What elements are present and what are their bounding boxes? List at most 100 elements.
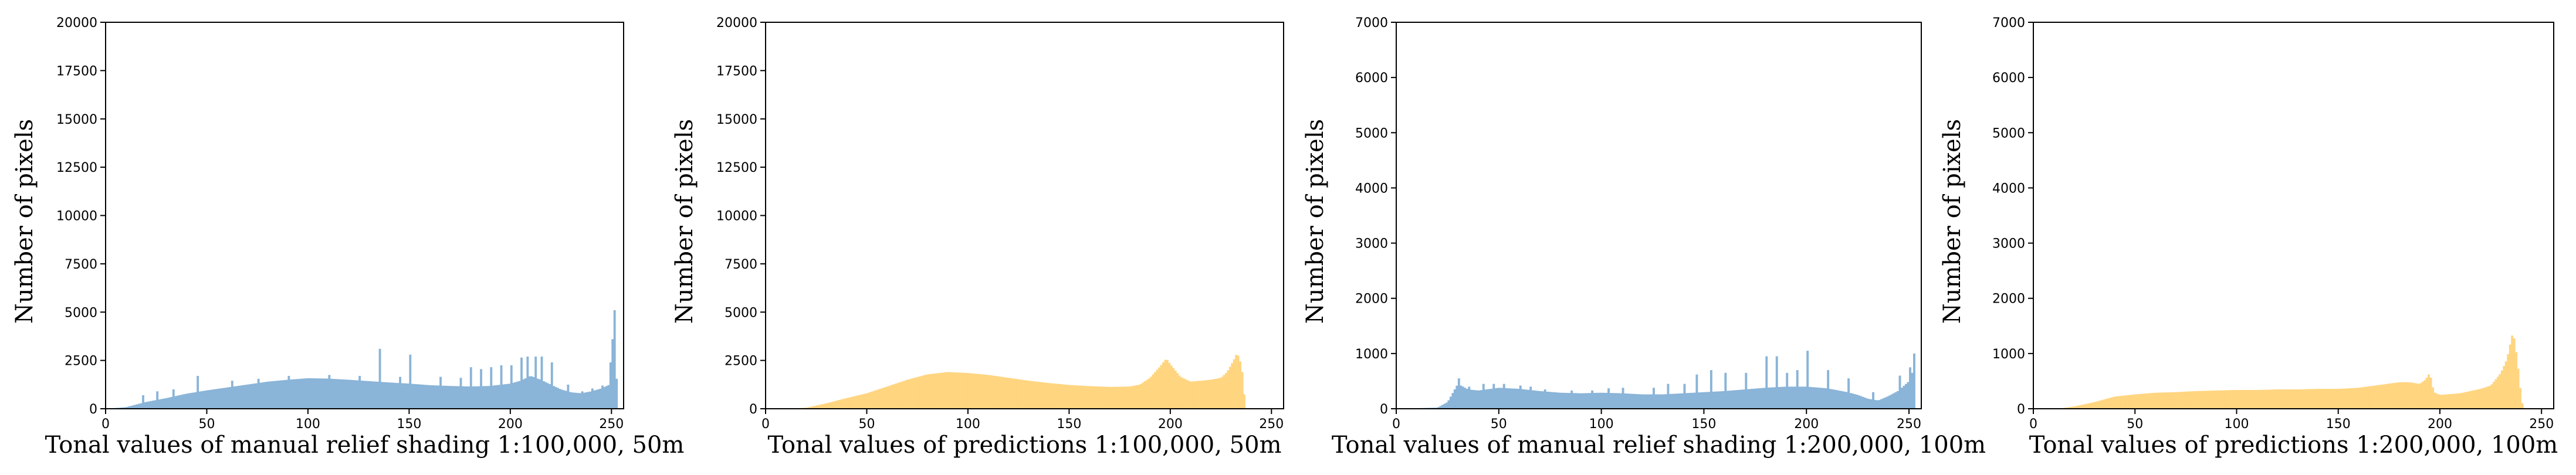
histogram-bar [2356, 388, 2359, 409]
histogram-bar [927, 374, 930, 409]
histogram-bar [1156, 369, 1159, 409]
histogram-bar [140, 403, 143, 409]
histogram-bar [2120, 395, 2123, 409]
histogram-bar [1449, 396, 1452, 409]
histogram-bar [1217, 378, 1220, 409]
histogram-bar [476, 386, 479, 409]
histogram-bar [881, 388, 884, 409]
histogram-bar [558, 389, 561, 409]
histogram-bar [865, 393, 867, 409]
histogram-bar [334, 379, 337, 409]
histogram-bar [496, 385, 499, 409]
histogram-bar [1716, 391, 1719, 409]
histogram-bar [197, 375, 199, 409]
histogram-bar [952, 372, 954, 409]
histogram-bar [251, 384, 254, 409]
histogram-bar [1517, 389, 1520, 409]
histogram-bar [1548, 392, 1551, 409]
histogram-bar [285, 379, 288, 409]
histogram-bar [2141, 393, 2144, 409]
histogram-bar [1144, 381, 1146, 409]
histogram-bar [2161, 392, 2164, 409]
histogram-bar [1613, 393, 1616, 409]
histogram-bar [1445, 402, 1448, 409]
histogram-bar [2094, 402, 2097, 409]
histogram-bar [1741, 389, 1744, 409]
histogram-bar [433, 385, 436, 409]
histogram-bar [1745, 372, 1748, 409]
plot-frame [1396, 22, 1922, 409]
histogram-bar [192, 392, 195, 409]
histogram-bar [1221, 376, 1223, 409]
histogram-bar [1841, 391, 1844, 409]
histogram-bar [591, 388, 594, 409]
histogram-bar [395, 382, 398, 409]
histogram-bar [956, 372, 959, 409]
histogram-bar [1223, 375, 1226, 409]
histogram-bar [245, 385, 248, 409]
histogram-bar [1546, 391, 1549, 409]
histogram-bar [247, 384, 250, 409]
histogram-bar [1749, 389, 1752, 409]
histogram-bar [1158, 367, 1160, 409]
x-tick-label: 200 [498, 417, 523, 432]
histogram-bar [1231, 363, 1234, 409]
histogram-bar [1055, 384, 1058, 409]
histogram-bar [283, 380, 286, 409]
histogram-bar [231, 381, 233, 409]
histogram-bar [2480, 388, 2483, 409]
histogram-bar [1048, 383, 1051, 409]
histogram-bar [2210, 391, 2213, 409]
histogram-bar [384, 382, 387, 409]
histogram-bar [1028, 381, 1031, 409]
histogram-bar [1742, 389, 1745, 409]
histogram-bar [1071, 385, 1074, 409]
histogram-bar [1753, 388, 1756, 409]
histogram-bar [1708, 392, 1711, 409]
histogram-bar [2371, 386, 2374, 409]
histogram-bar [866, 393, 869, 409]
histogram-bar [1572, 393, 1575, 409]
histogram-bar [162, 398, 165, 409]
histogram-bar [879, 389, 882, 409]
histogram-bar [2257, 389, 2259, 409]
histogram-bar [469, 367, 472, 409]
histogram-bar [269, 381, 272, 409]
histogram-bar [1073, 385, 1076, 409]
histogram-bar [561, 389, 563, 409]
histogram-bar [2076, 406, 2079, 409]
histogram-bar [1091, 386, 1094, 409]
histogram-bar [1893, 393, 1895, 409]
histogram-bar [2283, 389, 2286, 409]
histogram-bar [1663, 394, 1666, 409]
histogram-bar [2236, 389, 2239, 409]
histogram-bar [1876, 400, 1878, 409]
histogram-bar [413, 384, 416, 409]
histogram-bar [899, 382, 902, 409]
histogram-bar [1851, 393, 1854, 409]
histogram-bar [2240, 389, 2243, 409]
histogram-bar [243, 385, 246, 409]
histogram-bar [1210, 379, 1213, 409]
histogram-bar [901, 381, 903, 409]
histogram-bar [909, 379, 912, 409]
histogram-bar [455, 386, 458, 409]
histogram-bar [1476, 390, 1479, 409]
histogram-bar [2397, 382, 2400, 409]
histogram-bar [1492, 384, 1495, 409]
histogram-bar [994, 376, 997, 409]
histogram-bar [1853, 394, 1856, 409]
histogram-bar [279, 380, 282, 409]
histogram-bar [265, 382, 268, 409]
histogram-bar [142, 395, 144, 409]
histogram-bar [852, 396, 855, 409]
histogram-bar [536, 378, 539, 409]
histogram-bar [373, 381, 375, 409]
histogram-bar [1018, 379, 1021, 409]
histogram-bar [2421, 381, 2424, 409]
histogram-bar [2145, 393, 2148, 409]
histogram-bar [1599, 392, 1602, 409]
histogram-bar [1478, 390, 1481, 409]
histogram-bar [2118, 396, 2121, 409]
histogram-bar [1162, 362, 1165, 409]
